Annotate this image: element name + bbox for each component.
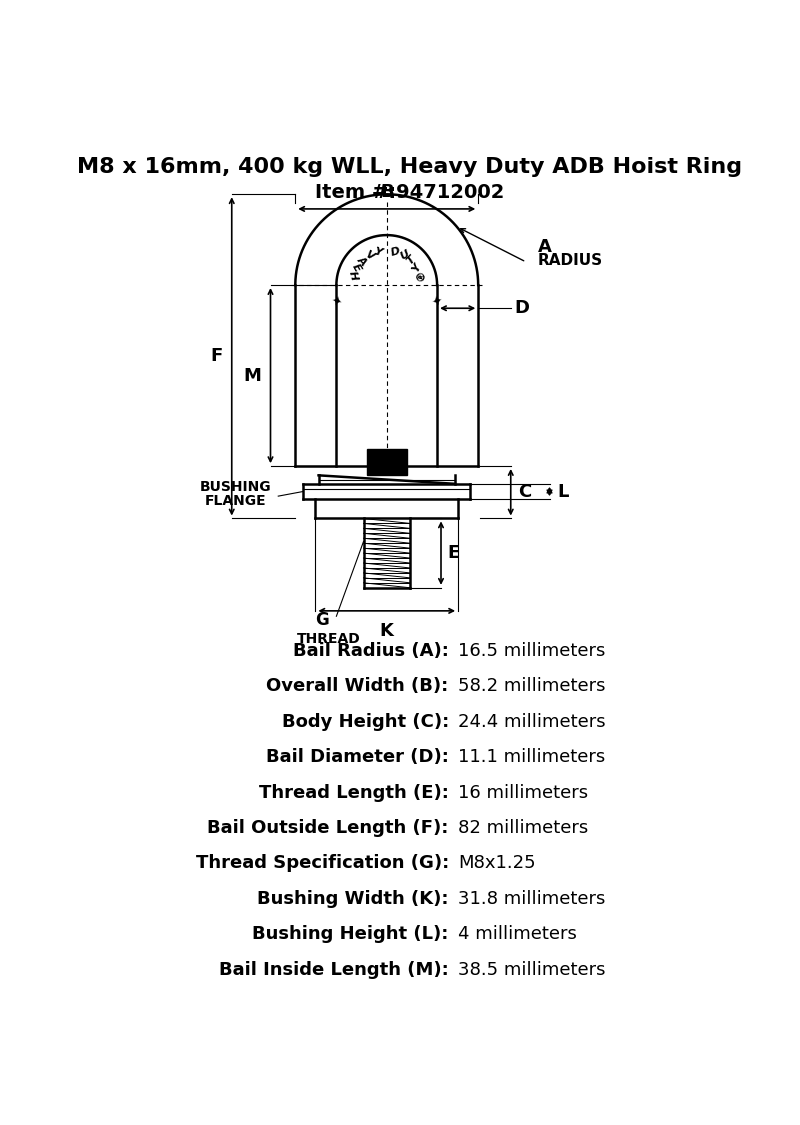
Text: U: U xyxy=(398,249,410,262)
Text: Y: Y xyxy=(373,246,383,258)
Text: M8x1.25: M8x1.25 xyxy=(458,854,536,872)
Text: M: M xyxy=(243,367,262,385)
Text: ✦: ✦ xyxy=(326,292,342,306)
Text: Bail Radius (A):: Bail Radius (A): xyxy=(293,642,449,660)
Text: RADIUS: RADIUS xyxy=(538,253,603,268)
Text: Overall Width (B):: Overall Width (B): xyxy=(266,677,449,695)
Text: H: H xyxy=(347,270,359,282)
Text: Thread Specification (G):: Thread Specification (G): xyxy=(195,854,449,872)
Text: A: A xyxy=(355,254,369,268)
Text: E: E xyxy=(350,262,362,273)
Text: ®: ® xyxy=(414,270,426,282)
Text: C: C xyxy=(518,484,532,502)
Text: Bail Inside Length (M):: Bail Inside Length (M): xyxy=(219,961,449,979)
Text: 82 millimeters: 82 millimeters xyxy=(458,819,588,837)
Text: 24.4 millimeters: 24.4 millimeters xyxy=(458,713,606,731)
Text: 16.5 millimeters: 16.5 millimeters xyxy=(458,642,606,660)
Text: Bushing Width (K):: Bushing Width (K): xyxy=(258,890,449,908)
Text: M8 x 16mm, 400 kg WLL, Heavy Duty ADB Hoist Ring: M8 x 16mm, 400 kg WLL, Heavy Duty ADB Ho… xyxy=(78,156,742,177)
Polygon shape xyxy=(366,449,407,476)
Text: 16 millimeters: 16 millimeters xyxy=(458,784,588,802)
Text: Bail Diameter (D):: Bail Diameter (D): xyxy=(266,748,449,766)
Text: 11.1 millimeters: 11.1 millimeters xyxy=(458,748,606,766)
Text: T: T xyxy=(405,254,418,267)
Text: 58.2 millimeters: 58.2 millimeters xyxy=(458,677,606,695)
Text: A: A xyxy=(538,237,552,255)
Text: 38.5 millimeters: 38.5 millimeters xyxy=(458,961,606,979)
Text: 31.8 millimeters: 31.8 millimeters xyxy=(458,890,606,908)
Text: Bushing Height (L):: Bushing Height (L): xyxy=(252,925,449,943)
Text: B: B xyxy=(380,183,394,201)
Text: K: K xyxy=(380,622,394,640)
Text: Thread Length (E):: Thread Length (E): xyxy=(259,784,449,802)
Text: ✦: ✦ xyxy=(431,292,446,306)
Text: D: D xyxy=(514,299,530,317)
Text: L: L xyxy=(558,483,569,501)
Text: FLANGE: FLANGE xyxy=(205,494,266,507)
Text: BUSHING: BUSHING xyxy=(200,480,271,494)
Text: G: G xyxy=(315,611,329,629)
Text: Y: Y xyxy=(410,262,423,273)
Text: D: D xyxy=(390,245,402,258)
Text: 4 millimeters: 4 millimeters xyxy=(458,925,577,943)
Text: E: E xyxy=(447,544,459,562)
Text: Body Height (C):: Body Height (C): xyxy=(282,713,449,731)
Text: THREAD: THREAD xyxy=(297,632,361,647)
Text: F: F xyxy=(210,348,222,366)
Text: V: V xyxy=(363,249,375,262)
Text: Item #:94712002: Item #:94712002 xyxy=(315,182,505,201)
Text: Bail Outside Length (F):: Bail Outside Length (F): xyxy=(207,819,449,837)
